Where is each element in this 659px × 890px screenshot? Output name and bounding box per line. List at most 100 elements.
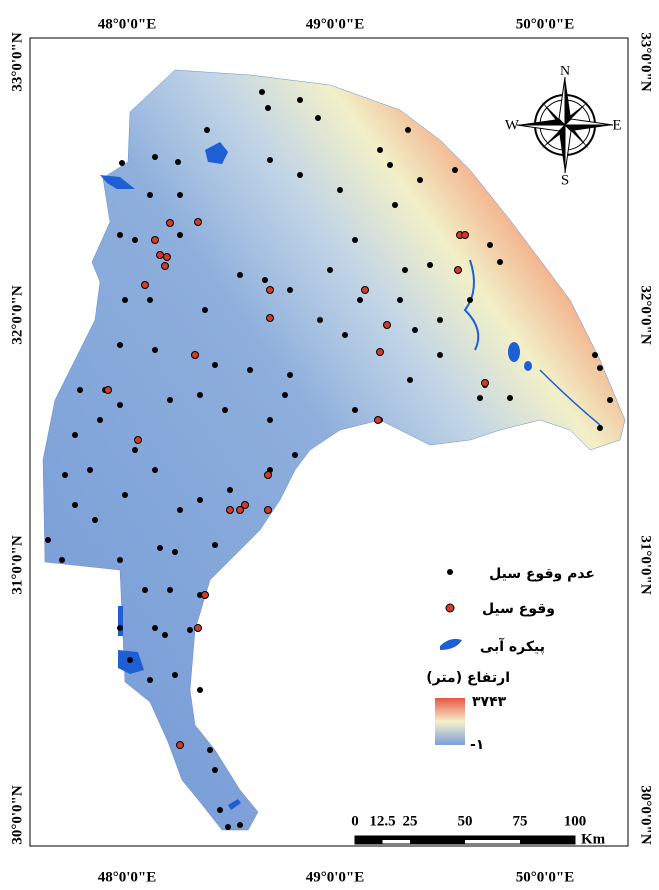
province-area (43, 70, 625, 830)
no-flood-point (407, 377, 413, 383)
no-flood-point (357, 297, 363, 303)
no-flood-point (87, 467, 93, 473)
flood-point (157, 252, 164, 259)
legend-flood-symbol (446, 604, 454, 612)
no-flood-point (262, 277, 268, 283)
no-flood-point (77, 387, 83, 393)
flood-point (202, 592, 209, 599)
legend-elevation-title: ارتفاع (متر) (426, 670, 510, 686)
lat-label-right: 33°0'0"N (638, 32, 654, 91)
no-flood-point (259, 89, 265, 95)
flood-point (195, 625, 202, 632)
no-flood-point (197, 687, 203, 693)
no-flood-point (292, 452, 298, 458)
no-flood-point (172, 549, 178, 555)
no-flood-point (597, 425, 603, 431)
flood-point (267, 315, 274, 322)
flood-point (167, 220, 174, 227)
no-flood-point (337, 187, 343, 193)
no-flood-point (175, 159, 181, 165)
no-flood-point (352, 237, 358, 243)
no-flood-point (132, 447, 138, 453)
no-flood-point (397, 297, 403, 303)
no-flood-point (117, 342, 123, 348)
no-flood-point (147, 192, 153, 198)
no-flood-point (267, 417, 273, 423)
scale-tick-label: 0 (351, 813, 359, 829)
no-flood-point (92, 517, 98, 523)
no-flood-point (119, 160, 125, 166)
no-flood-point (227, 487, 233, 493)
no-flood-point (297, 97, 303, 103)
compass (517, 77, 613, 173)
no-flood-point (267, 157, 273, 163)
no-flood-point (212, 767, 218, 773)
no-flood-point (402, 267, 408, 273)
lon-label-bottom: 49°0'0"E (306, 869, 365, 885)
no-flood-point (392, 202, 398, 208)
no-flood-point (317, 317, 323, 323)
scale-tick-label: 12.5 (369, 813, 395, 829)
no-flood-point (212, 542, 218, 548)
no-flood-point (117, 232, 123, 238)
no-flood-point (237, 272, 243, 278)
no-flood-point (592, 352, 598, 358)
flood-point (135, 437, 142, 444)
no-flood-point (187, 627, 193, 633)
map-figure: N S W E عدم وقوع سیل وقوع سیل پیکره آبی … (0, 0, 659, 890)
no-flood-point (162, 632, 168, 638)
no-flood-point (157, 545, 163, 551)
lat-label-left: 33°0'0"N (9, 32, 25, 91)
lat-label-right: 30°0'0"N (638, 785, 654, 844)
compass-w: W (505, 117, 520, 133)
flood-point (455, 267, 462, 274)
no-flood-point (597, 365, 603, 371)
compass-s: S (561, 172, 569, 188)
legend-no-flood-symbol (447, 569, 453, 575)
no-flood-point (59, 557, 65, 563)
no-flood-point (247, 367, 253, 373)
elevation-bar (435, 698, 465, 745)
legend: عدم وقوع سیل وقوع سیل پیکره آبی ارتفاع (… (426, 566, 595, 753)
no-flood-point (237, 822, 243, 828)
scale-unit: Km (581, 831, 606, 847)
flood-point (265, 472, 272, 479)
scale-segment (355, 836, 383, 844)
flood-point (462, 232, 469, 239)
no-flood-point (72, 432, 78, 438)
no-flood-point (427, 262, 433, 268)
flood-point (482, 380, 489, 387)
no-flood-point (297, 172, 303, 178)
no-flood-point (147, 677, 153, 683)
no-flood-point (507, 395, 513, 401)
no-flood-point (607, 397, 613, 403)
no-flood-point (122, 492, 128, 498)
no-flood-point (437, 352, 443, 358)
no-flood-point (204, 127, 210, 133)
no-flood-point (167, 587, 173, 593)
no-flood-point (352, 407, 358, 413)
flood-point (362, 287, 369, 294)
flood-point (142, 282, 149, 289)
lon-label-bottom: 50°0'0"E (516, 869, 575, 885)
no-flood-point (437, 317, 443, 323)
flood-point (195, 219, 202, 226)
no-flood-point (167, 397, 173, 403)
no-flood-point (487, 242, 493, 248)
elevation-min: -۱ (470, 737, 484, 753)
lat-label-right: 31°0'0"N (638, 535, 654, 594)
compass-n: N (560, 64, 570, 79)
flood-point (375, 417, 382, 424)
no-flood-point (202, 307, 208, 313)
lat-label-left: 30°0'0"N (9, 785, 25, 844)
no-flood-point (147, 297, 153, 303)
no-flood-point (377, 147, 383, 153)
no-flood-point (152, 467, 158, 473)
lon-label-top: 48°0'0"E (98, 16, 157, 32)
legend-no-flood: عدم وقوع سیل (489, 566, 595, 582)
lat-label-right: 32°0'0"N (638, 285, 654, 344)
lat-label-left: 31°0'0"N (9, 535, 25, 594)
scale-tick-label: 50 (458, 813, 473, 829)
scale-tick-label: 100 (564, 813, 587, 829)
